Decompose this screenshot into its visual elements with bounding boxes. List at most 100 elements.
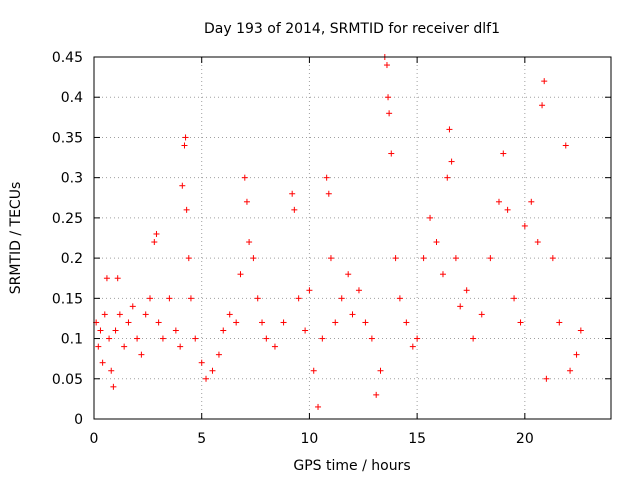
- grid: [94, 57, 611, 419]
- data-point: [345, 271, 352, 278]
- data-point: [332, 319, 339, 326]
- data-point: [172, 327, 179, 334]
- data-point: [368, 335, 375, 342]
- data-point: [271, 343, 278, 350]
- data-point: [116, 311, 123, 318]
- data-point: [106, 335, 113, 342]
- data-point: [250, 255, 257, 262]
- data-point: [112, 327, 119, 334]
- data-point: [226, 311, 233, 318]
- data-point: [302, 327, 309, 334]
- x-tick-label: 10: [301, 431, 319, 447]
- data-point: [470, 335, 477, 342]
- data-point: [487, 255, 494, 262]
- data-point: [420, 255, 427, 262]
- data-point: [237, 271, 244, 278]
- data-point: [192, 335, 199, 342]
- y-tick-label: 0.45: [52, 50, 83, 66]
- data-point: [446, 126, 453, 133]
- data-point: [478, 311, 485, 318]
- data-point: [134, 335, 141, 342]
- data-point: [125, 319, 132, 326]
- data-point: [414, 335, 421, 342]
- data-point: [215, 351, 222, 358]
- data-point: [386, 110, 393, 117]
- data-point: [500, 150, 507, 157]
- x-tick-labels: 0 5 10 15 20: [90, 431, 534, 447]
- data-point: [263, 335, 270, 342]
- data-point: [99, 359, 106, 366]
- data-point: [280, 319, 287, 326]
- y-tick-labels: 0 0.05 0.1 0.15 0.2 0.25 0.3 0.35 0.4 0.45: [52, 50, 83, 428]
- data-point: [495, 198, 502, 205]
- data-point: [556, 319, 563, 326]
- data-point: [457, 303, 464, 310]
- data-point: [121, 343, 128, 350]
- y-tick-label: 0.1: [61, 332, 83, 348]
- x-tick-label: 0: [90, 431, 99, 447]
- data-point: [323, 174, 330, 181]
- data-point: [315, 403, 322, 410]
- data-point: [355, 287, 362, 294]
- data-point: [159, 335, 166, 342]
- data-point: [182, 134, 189, 141]
- data-point: [177, 343, 184, 350]
- y-tick-label: 0.4: [61, 90, 83, 106]
- y-tick-label: 0.3: [61, 171, 83, 187]
- data-point: [539, 102, 546, 109]
- data-point: [541, 78, 548, 85]
- data-point: [289, 190, 296, 197]
- data-point: [306, 287, 313, 294]
- data-point: [319, 335, 326, 342]
- data-point: [383, 62, 390, 69]
- y-tick-label: 0.2: [61, 251, 83, 267]
- data-point: [114, 275, 121, 282]
- data-point: [534, 239, 541, 246]
- data-point: [254, 295, 261, 302]
- y-tick-label: 0: [74, 412, 83, 428]
- data-point: [528, 198, 535, 205]
- data-point: [521, 222, 528, 229]
- x-tick-label: 20: [516, 431, 534, 447]
- data-point: [129, 303, 136, 310]
- data-point: [549, 255, 556, 262]
- data-point: [181, 142, 188, 149]
- data-point: [433, 239, 440, 246]
- data-point: [567, 367, 574, 374]
- data-point: [409, 343, 416, 350]
- data-point: [185, 255, 192, 262]
- x-tick-label: 15: [408, 431, 426, 447]
- y-tick-label: 0.05: [52, 372, 83, 388]
- data-point: [233, 319, 240, 326]
- data-point: [153, 230, 160, 237]
- data-point: [198, 359, 205, 366]
- data-point: [147, 295, 154, 302]
- data-point: [388, 150, 395, 157]
- data-point: [396, 295, 403, 302]
- y-axis-label: SRMTID / TECUs: [8, 182, 24, 295]
- data-point: [203, 375, 210, 382]
- y-tick-label: 0.35: [52, 130, 83, 146]
- data-point: [511, 295, 518, 302]
- data-point: [439, 271, 446, 278]
- data-point: [209, 367, 216, 374]
- data-point: [183, 206, 190, 213]
- data-point: [246, 239, 253, 246]
- data-point: [517, 319, 524, 326]
- data-point: [349, 311, 356, 318]
- data-point: [444, 174, 451, 181]
- data-point: [151, 239, 158, 246]
- data-point: [187, 295, 194, 302]
- data-points: [93, 54, 584, 410]
- y-tick-label: 0.25: [52, 211, 83, 227]
- data-point: [463, 287, 470, 294]
- data-point: [241, 174, 248, 181]
- data-point: [427, 214, 434, 221]
- data-point: [138, 351, 145, 358]
- data-point: [403, 319, 410, 326]
- data-point: [385, 94, 392, 101]
- data-point: [562, 142, 569, 149]
- data-point: [103, 275, 110, 282]
- data-point: [142, 311, 149, 318]
